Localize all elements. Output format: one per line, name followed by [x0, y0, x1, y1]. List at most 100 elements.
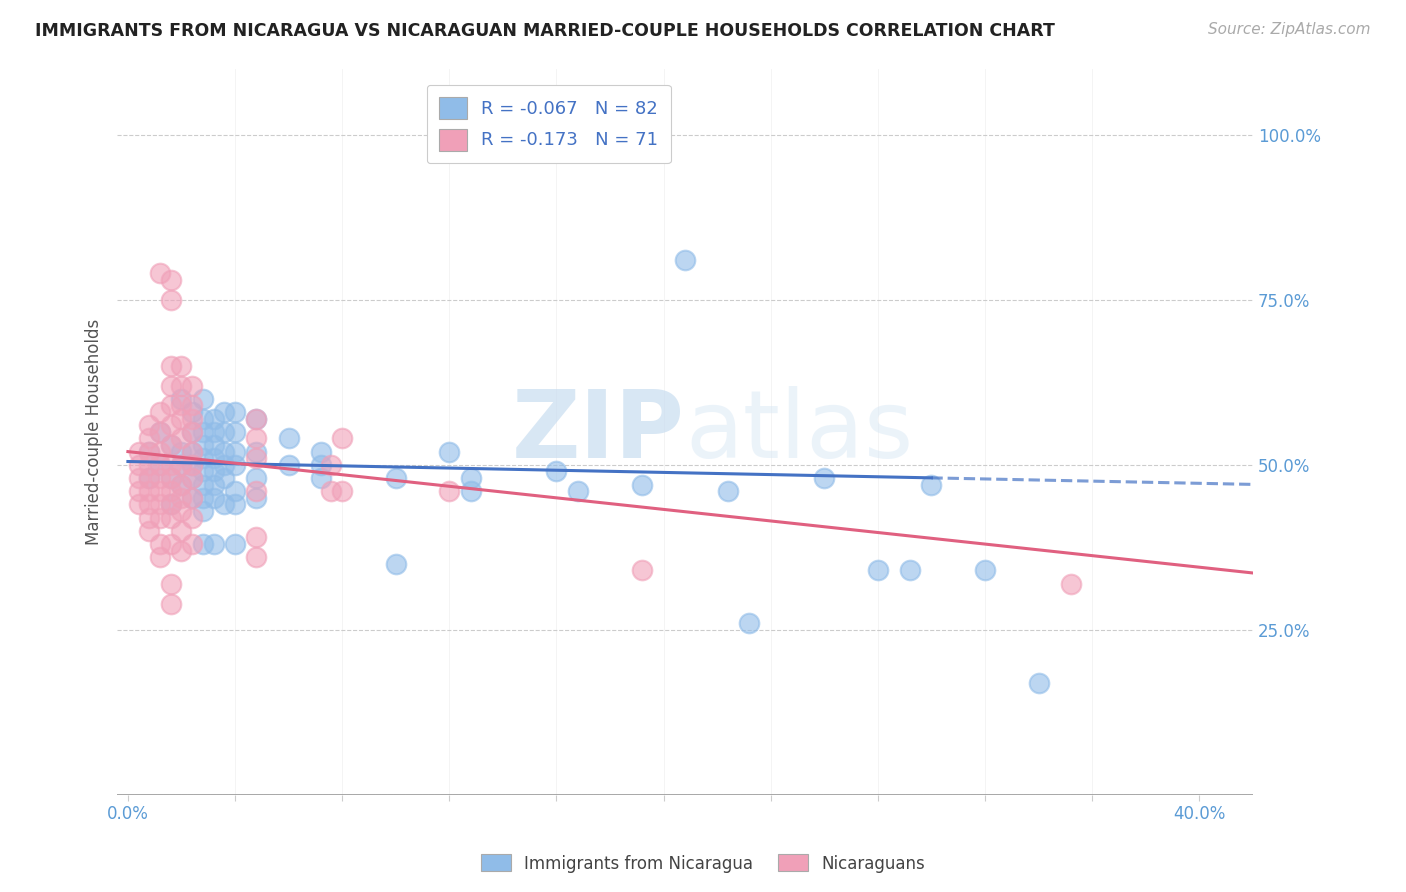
Point [138, 444, 160, 458]
Point [920, 477, 942, 491]
Point [191, 464, 214, 478]
Point [224, 484, 246, 499]
Point [202, 411, 225, 425]
Point [245, 484, 267, 499]
Point [159, 471, 181, 485]
Point [138, 510, 160, 524]
Point [149, 458, 172, 472]
Point [214, 458, 236, 472]
Point [202, 451, 225, 466]
Point [159, 458, 181, 472]
Point [191, 425, 214, 439]
Point [866, 564, 889, 578]
Point [202, 477, 225, 491]
Point [181, 491, 204, 505]
Point [149, 425, 172, 439]
Point [170, 524, 193, 538]
Point [277, 431, 299, 445]
Point [181, 537, 204, 551]
Text: Source: ZipAtlas.com: Source: ZipAtlas.com [1208, 22, 1371, 37]
Point [159, 438, 181, 452]
Point [138, 484, 160, 499]
Point [224, 458, 246, 472]
Point [138, 444, 160, 458]
Point [546, 464, 568, 478]
Text: IMMIGRANTS FROM NICARAGUA VS NICARAGUAN MARRIED-COUPLE HOUSEHOLDS CORRELATION CH: IMMIGRANTS FROM NICARAGUA VS NICARAGUAN … [35, 22, 1054, 40]
Point [202, 491, 225, 505]
Point [202, 537, 225, 551]
Point [567, 484, 589, 499]
Point [214, 405, 236, 419]
Point [149, 537, 172, 551]
Point [170, 477, 193, 491]
Point [170, 477, 193, 491]
Point [224, 405, 246, 419]
Point [170, 458, 193, 472]
Point [224, 498, 246, 512]
Point [138, 471, 160, 485]
Point [673, 253, 696, 268]
Point [813, 471, 835, 485]
Point [439, 484, 461, 499]
Point [277, 458, 299, 472]
Point [170, 444, 193, 458]
Point [191, 451, 214, 466]
Point [181, 471, 204, 485]
Point [330, 431, 353, 445]
Point [631, 477, 654, 491]
Point [170, 458, 193, 472]
Point [181, 458, 204, 472]
Point [214, 471, 236, 485]
Point [245, 431, 267, 445]
Point [181, 458, 204, 472]
Text: atlas: atlas [685, 386, 914, 478]
Point [149, 266, 172, 280]
Point [159, 359, 181, 373]
Point [224, 425, 246, 439]
Point [181, 491, 204, 505]
Point [224, 444, 246, 458]
Point [384, 471, 406, 485]
Point [181, 444, 204, 458]
Point [321, 458, 343, 472]
Point [159, 293, 181, 307]
Point [1028, 675, 1050, 690]
Point [159, 498, 181, 512]
Point [159, 418, 181, 433]
Point [191, 392, 214, 406]
Point [309, 458, 332, 472]
Point [309, 444, 332, 458]
Point [181, 411, 204, 425]
Point [191, 491, 214, 505]
Point [181, 510, 204, 524]
Point [439, 444, 461, 458]
Point [309, 471, 332, 485]
Point [717, 484, 740, 499]
Point [159, 597, 181, 611]
Point [191, 477, 214, 491]
Point [128, 471, 150, 485]
Point [202, 464, 225, 478]
Point [214, 444, 236, 458]
Point [245, 411, 267, 425]
Point [245, 550, 267, 565]
Legend: R = -0.067   N = 82, R = -0.173   N = 71: R = -0.067 N = 82, R = -0.173 N = 71 [427, 85, 671, 163]
Point [191, 537, 214, 551]
Point [138, 431, 160, 445]
Point [170, 378, 193, 392]
Point [138, 498, 160, 512]
Point [159, 398, 181, 412]
Point [128, 498, 150, 512]
Point [181, 398, 204, 412]
Point [170, 392, 193, 406]
Point [159, 537, 181, 551]
Point [149, 444, 172, 458]
Point [138, 458, 160, 472]
Point [170, 504, 193, 518]
Point [181, 378, 204, 392]
Text: ZIP: ZIP [512, 386, 685, 478]
Point [1060, 576, 1083, 591]
Point [224, 537, 246, 551]
Point [159, 498, 181, 512]
Point [191, 438, 214, 452]
